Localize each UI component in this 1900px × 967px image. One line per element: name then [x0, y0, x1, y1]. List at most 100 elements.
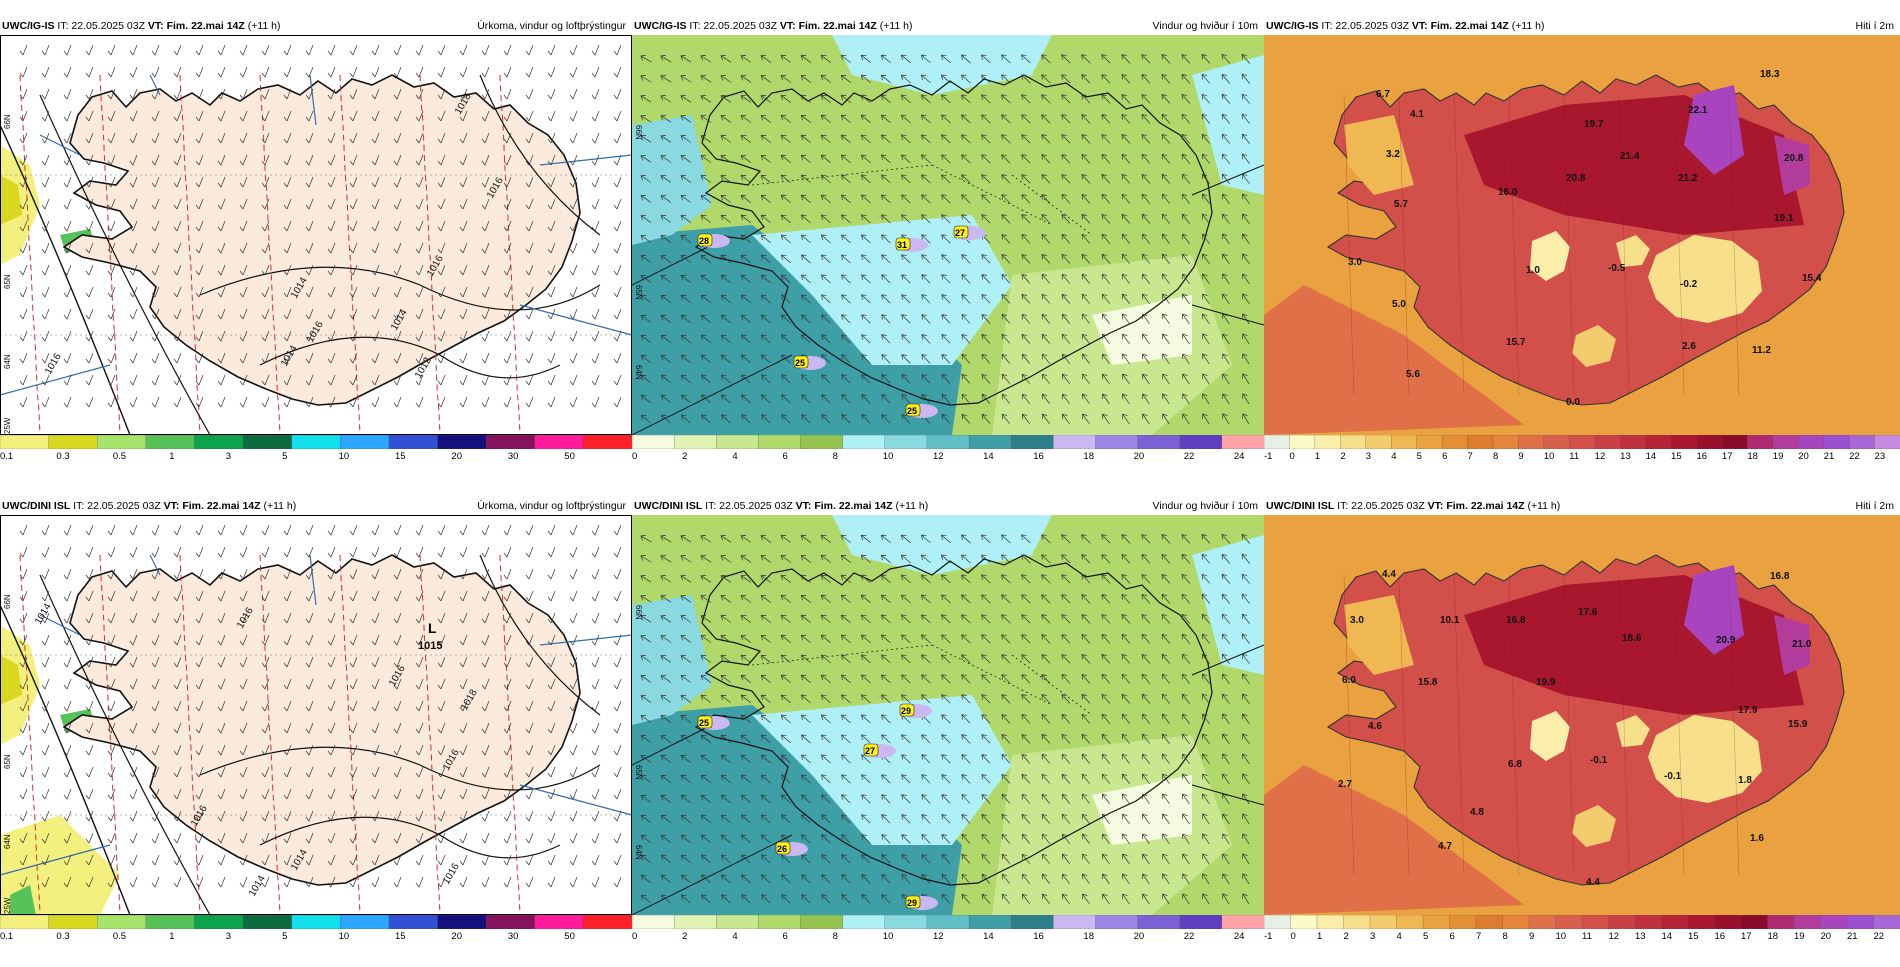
gust-value: 25 — [907, 406, 917, 416]
temp-value: 5.0 — [1392, 299, 1406, 310]
colorbar-swatch — [1450, 915, 1477, 929]
lat-label: 66N — [634, 605, 643, 620]
low-pressure-symbol: L — [428, 620, 437, 636]
temp-value: 17.6 — [1578, 607, 1598, 618]
temp-value: 4.7 — [1438, 841, 1452, 852]
colorbar-swatch — [1696, 435, 1722, 449]
temp-value: 20.8 — [1784, 153, 1804, 164]
lead-time: (+11 h) — [248, 20, 281, 32]
lat-label: 65N — [3, 274, 12, 289]
gust-value: 26 — [777, 844, 787, 854]
colorbar-tick-label: 30 — [508, 931, 519, 942]
colorbar-tick-label: 0.1 — [0, 451, 13, 462]
panel-title: UWC/IG-IS IT: 22.05.2025 03Z VT: Fim. 22… — [634, 19, 1260, 34]
temp-value: 4.6 — [1368, 721, 1382, 732]
colorbar-tick-label: 18 — [1083, 451, 1094, 462]
colorbar-swatch — [1493, 435, 1519, 449]
colorbar-swatch — [1671, 435, 1697, 449]
colorbar-tick-label: 8 — [1503, 931, 1508, 942]
colorbar-swatch — [1053, 435, 1096, 449]
colorbar — [632, 915, 1264, 929]
colorbar-tick-label: 1 — [1317, 931, 1322, 942]
colorbar-tick-label: 50 — [564, 931, 575, 942]
colorbar-tick-label: 22 — [1874, 931, 1885, 942]
panel-temp-dini-isl[interactable]: UWC/DINI ISL IT: 22.05.2025 03Z VT: Fim.… — [1264, 497, 1900, 967]
colorbar-swatch — [1768, 915, 1795, 929]
colorbar-swatch — [97, 915, 146, 929]
lat-label: 64N — [3, 834, 12, 849]
colorbar-tick-label: -1 — [1264, 931, 1272, 942]
colorbar-tick-label: 0.3 — [56, 451, 69, 462]
map-canvas[interactable]: 6.74.13.25.716.020.819.721.422.118.321.2… — [1264, 35, 1900, 435]
panel-precip-dini-isl[interactable]: UWC/DINI ISL IT: 22.05.2025 03Z VT: Fim.… — [0, 497, 632, 967]
temp-value: 16.8 — [1770, 571, 1790, 582]
colorbar-tick-label: -1 — [1264, 451, 1272, 462]
temp-value: 6.8 — [1508, 759, 1522, 770]
colorbar-swatch — [1180, 915, 1223, 929]
colorbar-tick-label: 16 — [1715, 931, 1726, 942]
colorbar-tick-label: 18 — [1747, 451, 1758, 462]
temp-value: 17.9 — [1738, 705, 1758, 716]
temp-value: 15.8 — [1418, 677, 1438, 688]
temp-value: 21.4 — [1620, 151, 1640, 162]
temp-value: 16.8 — [1506, 615, 1526, 626]
panel-wind-dini-isl[interactable]: UWC/DINI ISL IT: 22.05.2025 03Z VT: Fim.… — [632, 497, 1264, 967]
colorbar-swatch — [1875, 435, 1900, 449]
model-name: UWC/DINI ISL — [1266, 500, 1334, 512]
colorbar-swatch — [1741, 915, 1768, 929]
valid-time: VT: Fim. 22.mai 14Z — [1428, 500, 1525, 512]
colorbar-swatch — [0, 915, 49, 929]
panel-title: UWC/IG-IS IT: 22.05.2025 03Z VT: Fim. 22… — [1266, 19, 1896, 34]
colorbar-swatch — [1529, 915, 1556, 929]
colorbar-swatch — [1095, 435, 1138, 449]
colorbar-swatch — [292, 435, 341, 449]
field-name: Vindur og hviður í 10m — [1153, 499, 1258, 514]
colorbar-tick-label: 0.1 — [0, 931, 13, 942]
colorbar-tick-label: 2 — [1344, 931, 1349, 942]
colorbar-tick-label: 6 — [782, 451, 787, 462]
temp-value: 1.0 — [1526, 265, 1540, 276]
temp-value: -0.1 — [1664, 771, 1682, 782]
colorbar-swatch — [438, 915, 487, 929]
panel-precip-ig-is[interactable]: UWC/IG-IS IT: 22.05.2025 03Z VT: Fim. 22… — [0, 17, 632, 487]
colorbar-swatch — [758, 435, 801, 449]
colorbar — [632, 435, 1264, 449]
colorbar-tick-label: 13 — [1635, 931, 1646, 942]
temp-value: 2.6 — [1682, 341, 1696, 352]
colorbar-tick-label: 20 — [1134, 451, 1145, 462]
colorbar-tick-label: 3 — [1366, 451, 1371, 462]
map-canvas[interactable]: 1014101610161018101610141014101210161016… — [0, 515, 632, 915]
low-pressure-value: 1015 — [418, 640, 442, 652]
colorbar-swatch — [535, 435, 584, 449]
gust-value: 28 — [699, 236, 709, 246]
model-name: UWC/DINI ISL — [634, 500, 702, 512]
colorbar-swatch — [927, 435, 970, 449]
temp-value: 21.2 — [1678, 173, 1698, 184]
map-canvas[interactable]: 10181016101610141012101610141014101666N6… — [0, 35, 632, 435]
init-time: IT: 22.05.2025 03Z — [689, 20, 777, 32]
colorbar-swatch — [146, 435, 195, 449]
panel-temp-ig-is[interactable]: UWC/IG-IS IT: 22.05.2025 03Z VT: Fim. 22… — [1264, 17, 1900, 487]
colorbar-tick-label: 17 — [1722, 451, 1733, 462]
colorbar-tick-label: 16 — [1033, 931, 1044, 942]
panel-wind-ig-is[interactable]: UWC/IG-IS IT: 22.05.2025 03Z VT: Fim. 22… — [632, 17, 1264, 487]
colorbar-tick-label: 0 — [632, 451, 637, 462]
colorbar-swatch — [1688, 915, 1715, 929]
init-time: IT: 22.05.2025 03Z — [705, 500, 793, 512]
colorbar-tick-label: 17 — [1741, 931, 1752, 942]
colorbar-swatch — [1849, 435, 1875, 449]
colorbar-swatch — [969, 435, 1012, 449]
colorbar-swatch — [1291, 915, 1318, 929]
gust-value: 25 — [699, 718, 709, 728]
temp-value: 2.7 — [1338, 779, 1352, 790]
colorbar-tick-label: 16 — [1696, 451, 1707, 462]
colorbar-swatch — [1476, 915, 1503, 929]
panel-title: UWC/DINI ISL IT: 22.05.2025 03Z VT: Fim.… — [2, 499, 628, 514]
temp-value: -0.2 — [1680, 279, 1698, 290]
colorbar-swatch — [1798, 435, 1824, 449]
